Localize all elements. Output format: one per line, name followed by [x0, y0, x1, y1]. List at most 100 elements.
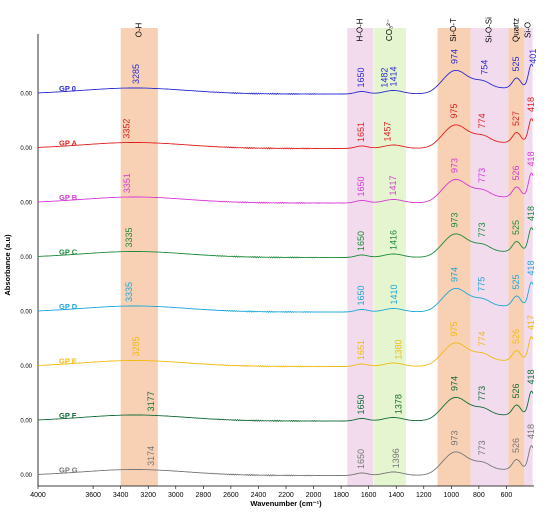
peak-label-2-1: 1650	[356, 176, 366, 196]
peak-label-7-3: 973	[449, 430, 459, 445]
band-region-6	[524, 28, 533, 486]
peak-label-6-6: 418	[526, 369, 536, 384]
series-label-2: GP B	[59, 193, 78, 202]
y-tick-label-4: 0.00	[20, 310, 32, 316]
band-label-1: H-O-H	[356, 18, 365, 41]
peak-label-4-2: 1410	[389, 285, 399, 305]
spectrum-line-6	[38, 390, 534, 423]
peak-label-4-4: 775	[477, 277, 487, 292]
x-tick-label-14: 1000	[444, 492, 460, 499]
peak-label-4-6: 418	[526, 260, 536, 275]
peak-label-1-4: 774	[477, 113, 487, 128]
spectrum-line-5	[38, 335, 534, 368]
peak-label-5-0: 3285	[131, 336, 141, 356]
band-region-5	[508, 28, 525, 486]
peak-label-0-3: 1414	[389, 66, 399, 86]
peak-label-0-0: 3285	[131, 64, 141, 84]
x-tick-label-12: 1400	[388, 492, 404, 499]
peak-label-1-1: 1651	[356, 122, 366, 142]
peak-label-2-4: 773	[477, 168, 487, 183]
spectrum-line-4	[38, 281, 534, 314]
band-label-2: CO₃²⁻	[385, 19, 394, 41]
x-tick-label-5: 2800	[196, 492, 212, 499]
x-tick-label-16: 600	[501, 492, 513, 499]
peak-label-6-5: 526	[511, 383, 521, 398]
peak-label-2-0: 3351	[122, 173, 132, 193]
band-region-3	[437, 28, 471, 486]
peak-label-0-2: 1482	[379, 68, 389, 88]
series-label-7: GP G	[59, 466, 78, 475]
peak-label-7-0: 3174	[146, 446, 156, 466]
x-tick-label-3: 3200	[140, 492, 156, 499]
peak-label-5-3: 975	[449, 321, 459, 336]
peak-label-3-6: 418	[526, 206, 536, 221]
series-label-0: GP 0	[59, 84, 76, 93]
peak-label-7-6: 418	[526, 424, 536, 439]
peak-label-1-5: 527	[511, 111, 521, 126]
spectrum-line-0	[38, 63, 534, 96]
peak-label-2-2: 1417	[388, 175, 398, 195]
y-tick-label-3: 0.00	[20, 255, 32, 261]
peak-label-5-5: 526	[511, 329, 521, 344]
peak-label-6-1: 1650	[356, 394, 366, 414]
peak-label-1-3: 975	[449, 103, 459, 118]
series-label-4: GP D	[59, 302, 78, 311]
x-tick-label-8: 2200	[278, 492, 294, 499]
x-tick-label-0: 4000	[30, 492, 46, 499]
x-axis-title: Wavenumber (cm⁻¹)	[250, 499, 322, 508]
peak-label-3-5: 525	[511, 220, 521, 235]
peak-label-7-1: 1650	[356, 449, 366, 469]
axis-text: 4000 3600 3400 3200 3000 2800 2600 2400 2200 2000…	[3, 84, 512, 508]
peak-label-1-2: 1457	[383, 121, 393, 141]
peak-label-0-7: 401	[528, 49, 538, 64]
peak-label-7-4: 773	[477, 440, 487, 455]
x-tick-label-1: 3600	[85, 492, 101, 499]
peak-label-6-4: 773	[477, 386, 487, 401]
band-label-4: Si-O-Si	[485, 17, 494, 43]
peak-label-1-0: 3352	[122, 119, 132, 139]
peak-label-0-1: 1650	[356, 67, 366, 87]
y-tick-label-2: 0.00	[20, 201, 32, 207]
peak-label-6-0: 3177	[146, 391, 156, 411]
peak-label-0-6: 525	[511, 56, 521, 71]
x-tick-label-4: 3000	[168, 492, 184, 499]
series-label-6: GP F	[59, 411, 77, 420]
series-label-1: GP A	[59, 139, 78, 148]
peak-label-3-4: 773	[477, 222, 487, 237]
x-tick-label-10: 1800	[333, 492, 349, 499]
x-tick-label-15: 800	[473, 492, 485, 499]
band-label-3: Si-O-T	[449, 18, 458, 42]
peak-label-3-2: 1416	[388, 230, 398, 250]
peak-labels: 3285 1650 1482 1414 974 754 525 401 3352 1651 1457…	[122, 49, 539, 469]
peak-label-4-5: 525	[511, 274, 521, 289]
peak-label-7-2: 1396	[391, 448, 401, 468]
y-tick-label-7: 0.00	[20, 473, 32, 479]
series-label-5: GP E	[59, 357, 77, 366]
peak-label-0-4: 974	[449, 49, 459, 64]
axes	[37, 34, 534, 489]
band-label-0: O-H	[134, 22, 143, 37]
x-tick-label-11: 1600	[361, 492, 377, 499]
peak-label-0-5: 754	[480, 60, 490, 75]
y-axis-title: Absorbance (a.u)	[3, 234, 12, 296]
band-region-0	[120, 28, 158, 486]
peak-label-5-6: 417	[526, 315, 536, 330]
peak-label-5-4: 774	[477, 331, 487, 346]
spectrum-line-2	[38, 172, 534, 205]
series-label-3: GP C	[59, 248, 78, 257]
peak-label-4-0: 3335	[124, 282, 134, 302]
x-tick-label-2: 3400	[113, 492, 129, 499]
x-tick-label-7: 2400	[251, 492, 267, 499]
peak-label-3-0: 3335	[124, 228, 134, 248]
spectrum-line-3	[38, 226, 534, 259]
spectra	[38, 63, 534, 477]
peak-label-6-2: 1378	[394, 394, 404, 414]
band-labels: O-H H-O-H CO₃²⁻ Si-O-T Si-O-Si Quartz Si-O	[134, 17, 532, 43]
band-region-4	[470, 28, 509, 486]
band-region-2	[374, 28, 406, 486]
peak-label-2-5: 526	[511, 165, 521, 180]
x-tick-label-13: 1200	[416, 492, 432, 499]
peak-label-2-6: 418	[526, 151, 536, 166]
peak-label-3-1: 1650	[356, 231, 366, 251]
